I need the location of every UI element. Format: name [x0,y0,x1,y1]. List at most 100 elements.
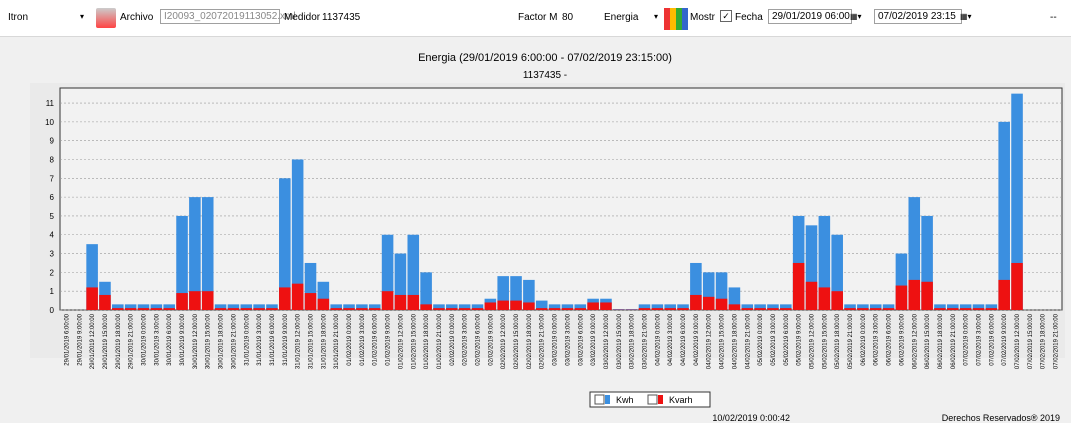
bar [304,262,317,310]
bar [728,287,741,310]
bar [818,287,831,310]
x-tick-label: 03/02/2019 0:00:00 [553,313,559,365]
bar [394,294,407,310]
bar [728,304,741,310]
from-date[interactable]: 29/01/2019 06:00 [768,9,852,24]
bar [702,296,715,310]
x-tick-label: 05/02/2019 6:00:00 [784,313,790,365]
x-tick-label: 06/02/2019 15:00:00 [925,313,931,369]
x-tick-label: 04/02/2019 18:00:00 [732,313,738,369]
y-tick-label: 5 [50,212,55,221]
bar [279,178,291,310]
bar [869,304,882,310]
y-tick-label: 8 [50,155,55,164]
bar [368,308,381,310]
show-label[interactable]: Mostr [690,12,715,23]
dropdown-arrow[interactable]: ▾ [654,12,659,21]
y-tick-label: 0 [50,306,55,315]
x-tick-label: 01/02/2019 21:00:00 [437,313,443,369]
bar [201,197,214,310]
bar [1011,93,1023,310]
bar [189,197,201,310]
bar [381,234,394,310]
bar [857,304,869,310]
bar [510,276,522,310]
toolbar: Itron ▾ Archivo I20093_02072019113052.xm… [0,0,1071,37]
legend-checkbox[interactable] [594,394,605,405]
x-tick-label: 01/02/2019 6:00:00 [373,313,379,365]
bar [908,197,921,310]
bar [741,308,754,310]
calendar[interactable]: ▦▾ [960,12,972,21]
bar [780,304,792,310]
bar [227,308,240,310]
bar [523,279,535,310]
to-date[interactable]: 07/02/2019 23:15 [874,9,962,24]
bar [356,308,368,310]
bar [972,308,985,310]
bar [330,304,342,310]
bar [214,304,227,310]
bar [715,272,728,310]
bar [381,291,394,310]
bar [189,291,201,310]
bar [664,304,676,310]
bar [523,302,535,310]
bar [446,308,458,310]
bar [86,244,98,310]
x-tick-label: 05/02/2019 21:00:00 [848,313,854,369]
x-tick-label: 04/02/2019 3:00:00 [668,313,674,365]
bar [163,308,175,310]
y-tick-label: 10 [45,118,54,127]
x-tick-label: 31/01/2019 12:00:00 [296,313,302,369]
x-tick-label: 04/02/2019 0:00:00 [655,313,661,365]
meter-label: Medidor [284,12,321,23]
bar [150,308,163,310]
bar [163,304,175,310]
x-tick-label: 30/01/2019 12:00:00 [193,313,199,369]
bar [651,304,664,310]
bar [561,308,574,310]
x-tick-label: 30/01/2019 15:00:00 [206,313,212,369]
x-tick-label: 29/01/2019 21:00:00 [129,313,135,369]
y-tick-label: 3 [50,250,55,259]
bar [972,304,985,310]
bar [690,294,702,310]
x-tick-label: 29/01/2019 15:00:00 [103,313,109,369]
bar [741,304,754,310]
legend-checkbox[interactable] [647,394,658,405]
bar [86,287,98,310]
bar [882,304,895,310]
x-tick-label: 02/02/2019 12:00:00 [501,313,507,369]
x-tick-label: 04/02/2019 6:00:00 [681,313,687,365]
dropdown-arrow[interactable]: ▾ [80,12,85,21]
bar [767,304,779,310]
bar [702,272,715,310]
file-field[interactable]: I20093_02072019113052.xml [160,9,296,24]
chart: Energia (29/01/2019 6:00:00 - 07/02/2019… [30,52,1065,423]
bar [279,287,291,310]
checkbox[interactable]: ✓ [720,10,732,22]
x-tick-label: 02/02/2019 9:00:00 [488,313,494,365]
bar [176,293,188,310]
legend-swatch [658,395,663,404]
chart-icon[interactable] [664,8,688,30]
x-tick-label: 02/02/2019 6:00:00 [476,313,482,365]
x-tick-label: 31/01/2019 6:00:00 [270,313,276,365]
x-tick-label: 30/01/2019 9:00:00 [180,313,186,365]
calendar[interactable]: ▦▾ [850,12,862,21]
bar [638,308,651,310]
x-tick-label: 30/01/2019 3:00:00 [154,313,160,365]
xml-icon[interactable] [96,8,116,28]
x-tick-label: 30/01/2019 18:00:00 [219,313,225,369]
mode[interactable]: Energia [604,12,639,23]
bar [317,281,330,310]
bar [638,304,651,310]
y-tick-label: 2 [50,268,55,277]
bar [767,308,779,310]
x-tick-label: 29/01/2019 12:00:00 [90,313,96,369]
bar [625,309,638,310]
x-tick-label: 06/02/2019 21:00:00 [951,313,957,369]
x-tick-label: 01/02/2019 15:00:00 [411,313,417,369]
